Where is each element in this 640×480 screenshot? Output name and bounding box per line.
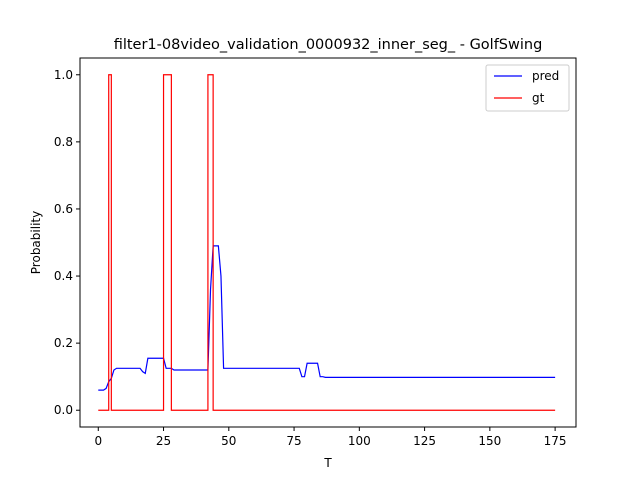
legend-label-gt: gt (532, 91, 545, 105)
chart-title: filter1-08video_validation_0000932_inner… (114, 37, 543, 53)
plot-area (79, 57, 577, 428)
y-tick-label: 0.8 (54, 135, 73, 149)
y-tick-label: 0.6 (54, 202, 73, 216)
y-tick-label: 0.2 (54, 336, 73, 350)
x-tick-label: 25 (156, 434, 171, 448)
series-line-pred (98, 245, 556, 391)
x-tick-label: 100 (348, 434, 371, 448)
x-tick-label: 175 (544, 434, 567, 448)
y-tick-label: 0.0 (54, 403, 73, 417)
x-axis-ticks: 0 25 50 75 100 125 150 175 (94, 427, 567, 448)
x-tick-label: 0 (94, 434, 102, 448)
y-axis-label: Probability (29, 211, 43, 274)
plot-frame (79, 57, 577, 428)
x-tick-label: 75 (286, 434, 301, 448)
series-line-gt (98, 74, 556, 411)
x-tick-label: 125 (413, 434, 436, 448)
y-tick-label: 0.4 (54, 269, 73, 283)
x-tick-label: 50 (221, 434, 236, 448)
y-tick-label: 1.0 (54, 68, 73, 82)
x-axis-label: T (323, 456, 332, 470)
y-axis-ticks: 0.0 0.2 0.4 0.6 0.8 1.0 (54, 68, 80, 417)
x-tick-label: 150 (478, 434, 501, 448)
legend: pred gt (485, 64, 570, 112)
legend-label-pred: pred (532, 69, 559, 83)
